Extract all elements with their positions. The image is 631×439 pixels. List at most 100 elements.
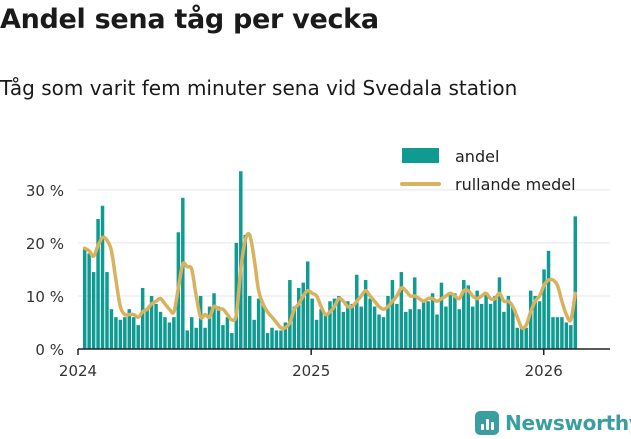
bar bbox=[256, 298, 261, 349]
bar bbox=[279, 330, 283, 349]
x-tick-label: 2024 bbox=[59, 362, 97, 380]
bar bbox=[114, 317, 118, 349]
chart-subtitle: Tåg som varit fem minuter sena vid Sveda… bbox=[0, 76, 518, 100]
bar bbox=[457, 309, 462, 349]
bar bbox=[127, 309, 132, 349]
bar bbox=[203, 327, 207, 349]
bar bbox=[462, 280, 466, 349]
axes: 0 % 10 % 20 % 30 % 2024 2025 2026 bbox=[26, 182, 610, 380]
bar bbox=[395, 303, 399, 349]
bar bbox=[363, 280, 368, 349]
bar bbox=[332, 298, 337, 349]
bar bbox=[149, 295, 154, 349]
bar bbox=[283, 322, 288, 349]
bar bbox=[314, 319, 319, 349]
bar bbox=[399, 272, 404, 349]
bar bbox=[172, 317, 176, 349]
bar bbox=[386, 295, 390, 349]
bar bbox=[372, 306, 377, 349]
bar bbox=[439, 282, 444, 349]
bar bbox=[230, 333, 234, 349]
chart-title: Andel sena tåg per vecka bbox=[0, 4, 379, 35]
bar bbox=[466, 285, 470, 349]
bar bbox=[368, 298, 372, 349]
bar bbox=[216, 306, 221, 349]
bar bbox=[346, 301, 350, 349]
bar bbox=[323, 314, 328, 349]
bar bbox=[297, 287, 301, 349]
bar bbox=[564, 322, 569, 349]
bar bbox=[573, 216, 578, 349]
bar bbox=[488, 303, 493, 349]
bar bbox=[301, 282, 305, 349]
bar bbox=[96, 219, 100, 349]
bar bbox=[91, 272, 96, 349]
bar bbox=[185, 330, 190, 349]
bar bbox=[105, 272, 109, 349]
bar bbox=[453, 293, 457, 349]
bar bbox=[502, 311, 506, 349]
legend-label-andel: andel bbox=[455, 147, 499, 166]
bar bbox=[181, 197, 185, 349]
bar bbox=[261, 303, 265, 349]
bar bbox=[448, 293, 453, 349]
bar bbox=[163, 317, 167, 349]
bar bbox=[305, 261, 310, 349]
bar bbox=[421, 301, 426, 349]
legend-label-rullande-medel: rullande medel bbox=[455, 175, 576, 194]
bar bbox=[381, 317, 386, 349]
rolling-mean-line bbox=[82, 231, 578, 331]
bar bbox=[292, 306, 297, 349]
bar bbox=[288, 280, 292, 349]
bar bbox=[484, 293, 488, 349]
bar bbox=[100, 205, 105, 349]
bar bbox=[337, 295, 341, 349]
bar-series-andel bbox=[82, 171, 578, 349]
bar bbox=[444, 306, 448, 349]
bar bbox=[189, 317, 194, 349]
bar bbox=[560, 317, 564, 349]
bar bbox=[319, 309, 323, 349]
bar bbox=[158, 311, 163, 349]
bar bbox=[82, 248, 87, 349]
bar bbox=[426, 301, 430, 349]
bar bbox=[274, 330, 279, 349]
brand-name: Newsworthy bbox=[505, 411, 631, 435]
bar bbox=[109, 309, 114, 349]
bar bbox=[520, 327, 524, 349]
bar bbox=[435, 314, 439, 349]
bar bbox=[243, 234, 247, 349]
bar bbox=[546, 250, 551, 349]
bar bbox=[328, 301, 332, 349]
bar bbox=[524, 327, 528, 349]
bar bbox=[265, 333, 270, 349]
bar bbox=[417, 309, 421, 349]
x-tick-label: 2026 bbox=[525, 362, 563, 380]
bar bbox=[542, 269, 546, 349]
bar bbox=[412, 277, 417, 349]
bar bbox=[537, 301, 542, 349]
bar bbox=[408, 309, 413, 349]
y-tick-label: 30 % bbox=[26, 182, 64, 200]
bar bbox=[221, 325, 225, 349]
y-tick-label: 0 % bbox=[35, 341, 64, 359]
bar bbox=[533, 295, 537, 349]
bar bbox=[123, 317, 127, 349]
bar bbox=[212, 293, 216, 349]
bar bbox=[350, 303, 355, 349]
bar bbox=[118, 319, 123, 349]
bar bbox=[404, 311, 408, 349]
bar bbox=[154, 303, 158, 349]
bar bbox=[132, 317, 136, 349]
bar bbox=[390, 280, 395, 349]
brand-logo: Newsworthy bbox=[475, 407, 631, 439]
bar bbox=[341, 311, 346, 349]
y-tick-label: 20 % bbox=[26, 235, 64, 253]
bar bbox=[140, 287, 145, 349]
bar bbox=[355, 274, 359, 349]
bar bbox=[430, 293, 435, 349]
y-tick-label: 10 % bbox=[26, 288, 64, 306]
bar bbox=[234, 242, 239, 349]
bar bbox=[194, 327, 198, 349]
